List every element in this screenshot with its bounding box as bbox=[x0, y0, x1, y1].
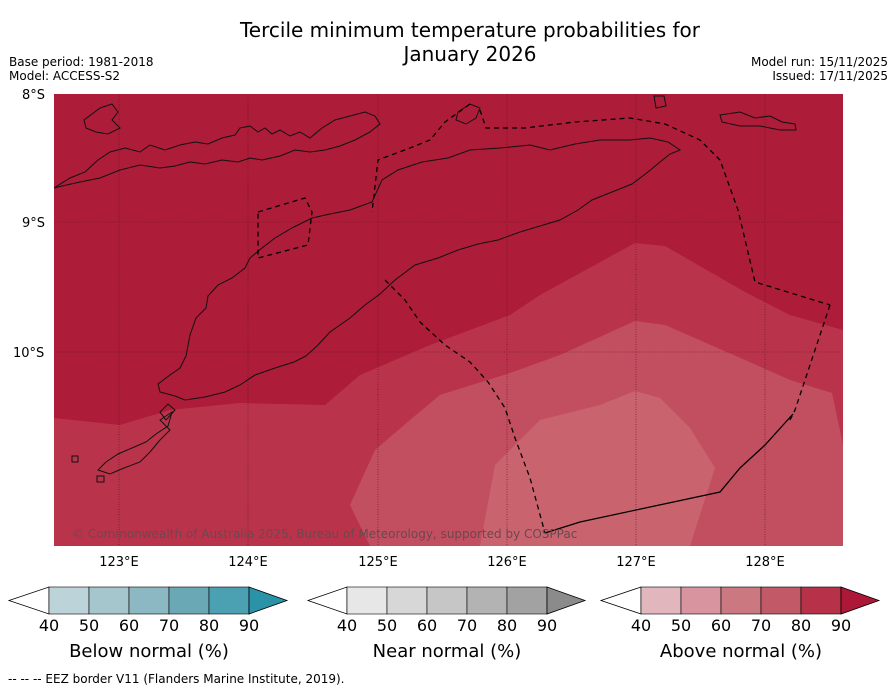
lon-label-124e: 124°E bbox=[228, 555, 268, 570]
rote-coast bbox=[97, 410, 173, 475]
lon-label-128e: 128°E bbox=[745, 555, 785, 570]
colorbar-below-tick: 90 bbox=[239, 616, 259, 635]
colorbar-near-high-extend bbox=[546, 586, 587, 615]
colorbar-below-segment bbox=[88, 586, 130, 615]
colorbar-near-title: Near normal (%) bbox=[373, 641, 522, 662]
colorbar-above-segment bbox=[640, 586, 682, 615]
colorbar-near-segment bbox=[506, 586, 548, 615]
colorbar-below-segment bbox=[128, 586, 170, 615]
colorbar-below: 40 50 60 70 80 90 Below normal (%) bbox=[7, 586, 289, 662]
colorbar-above-segment bbox=[800, 586, 842, 615]
eez-oecussi bbox=[257, 197, 313, 259]
lat-label-10s: 10°S bbox=[13, 346, 44, 361]
graticule bbox=[54, 94, 843, 546]
kisar-coast bbox=[653, 95, 667, 109]
colorbar-below-tick: 50 bbox=[79, 616, 99, 635]
prob-band-60 bbox=[480, 391, 715, 546]
colorbar-above-high-extend bbox=[840, 586, 881, 615]
model-name: Model: ACCESS-S2 bbox=[9, 69, 121, 83]
eez-borders bbox=[257, 103, 831, 534]
title-line-1: Tercile minimum temperature probabilitie… bbox=[239, 18, 701, 42]
colorbar-above-tick: 80 bbox=[791, 616, 811, 635]
small-island-1 bbox=[71, 455, 79, 463]
colorbar-near-segment bbox=[386, 586, 428, 615]
alor-coast bbox=[83, 103, 121, 135]
colorbar-below-high-extend bbox=[248, 586, 289, 615]
small-island-2 bbox=[96, 475, 105, 483]
colorbar-near-tick: 40 bbox=[337, 616, 357, 635]
footnote: -- -- -- EEZ border V11 (Flanders Marine… bbox=[8, 672, 345, 686]
leti-coast bbox=[719, 111, 797, 131]
title-line-2: January 2026 bbox=[403, 42, 537, 66]
model-run: Model run: 15/11/2025 bbox=[750, 55, 888, 69]
colorbar-below-title: Below normal (%) bbox=[69, 641, 229, 662]
base-period: Base period: 1981-2018 bbox=[9, 55, 154, 69]
eez-north bbox=[479, 109, 831, 306]
copyright-text: © Commonwealth of Australia 2025, Bureau… bbox=[72, 527, 577, 541]
colorbar-near-tick: 90 bbox=[537, 616, 557, 635]
map-panel: © Commonwealth of Australia 2025, Bureau… bbox=[54, 94, 843, 546]
colorbar-below-tick: 80 bbox=[199, 616, 219, 635]
lon-label-127e: 127°E bbox=[616, 555, 656, 570]
colorbar-near: 40 50 60 70 80 90 Near normal (%) bbox=[306, 586, 587, 662]
colorbar-above-tick: 90 bbox=[831, 616, 851, 635]
colorbar-below-segment bbox=[48, 586, 90, 615]
colorbar-below-segment bbox=[208, 586, 250, 615]
colorbar-below-segment bbox=[168, 586, 210, 615]
colorbar-above-tick: 50 bbox=[671, 616, 691, 635]
lon-label-123e: 123°E bbox=[99, 555, 139, 570]
colorbar-below-tick: 70 bbox=[159, 616, 179, 635]
flores-alor-coast bbox=[54, 111, 381, 189]
colorbar-near-tick: 60 bbox=[417, 616, 437, 635]
eez-solid-border bbox=[544, 413, 794, 534]
map-title: Tercile minimum temperature probabilitie… bbox=[0, 18, 896, 66]
colorbar-near-tick: 50 bbox=[377, 616, 397, 635]
colorbar-below-tick: 40 bbox=[39, 616, 59, 635]
eez-south bbox=[789, 304, 831, 421]
colorbar-above-low-extend bbox=[599, 586, 642, 615]
colorbar-near-segment bbox=[426, 586, 468, 615]
colorbar-above-title: Above normal (%) bbox=[660, 641, 822, 662]
timor-coast bbox=[157, 137, 682, 401]
colorbar-near-low-extend bbox=[306, 586, 348, 615]
lon-label-126e: 126°E bbox=[487, 555, 527, 570]
lon-label-125e: 125°E bbox=[358, 555, 398, 570]
meta-left: Base period: 1981-2018 Model: ACCESS-S2 bbox=[9, 55, 154, 83]
colorbar-near-tick: 80 bbox=[497, 616, 517, 635]
colorbar-above: 40 50 60 70 80 90 Above normal (%) bbox=[599, 586, 881, 662]
colorbar-near-tick: 70 bbox=[457, 616, 477, 635]
lat-label-8s: 8°S bbox=[22, 88, 45, 103]
colorbar-below-low-extend bbox=[7, 586, 50, 615]
colorbar-below-tick: 60 bbox=[119, 616, 139, 635]
colorbar-near-segment bbox=[466, 586, 508, 615]
coastlines bbox=[54, 95, 797, 483]
lat-label-9s: 9°S bbox=[22, 216, 45, 231]
colorbar-above-segment bbox=[720, 586, 762, 615]
colorbar-above-tick: 40 bbox=[631, 616, 651, 635]
colorbar-above-tick: 70 bbox=[751, 616, 771, 635]
colorbar-above-segment bbox=[760, 586, 802, 615]
issued-date: Issued: 17/11/2025 bbox=[772, 69, 888, 83]
eez-timor-leste bbox=[371, 103, 471, 213]
colorbar-near-segment bbox=[346, 586, 388, 615]
semau-coast bbox=[159, 403, 176, 421]
colorbar-above-tick: 60 bbox=[711, 616, 731, 635]
colorbar-legend: 40 50 60 70 80 90 Below normal (%) 40 50 60 70 80 90… bbox=[7, 586, 881, 662]
meta-right: Model run: 15/11/2025 Issued: 17/11/2025 bbox=[751, 55, 888, 83]
colorbar-above-segment bbox=[680, 586, 722, 615]
